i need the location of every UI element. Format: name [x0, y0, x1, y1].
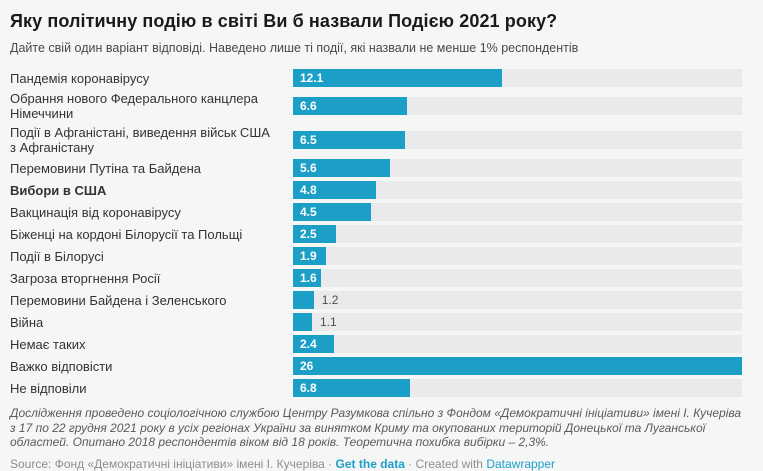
chart-row: Події в Білорусі 1.9 [10, 247, 742, 265]
bar-track: 6.5 [293, 131, 742, 149]
bar-track: 5.6 [293, 159, 742, 177]
bar-track: 2.5 [293, 225, 742, 243]
category-label: Обрання нового Федерального канцлера Нім… [10, 91, 258, 121]
chart-subtitle: Дайте свій один варіант відповіді. Навед… [10, 41, 579, 55]
chart-notes: Дослідження проведено соціологічною служ… [10, 406, 742, 449]
bar-track: 2.4 [293, 335, 742, 353]
value-label: 1.2 [321, 293, 339, 307]
value-label: 6.6 [300, 99, 317, 113]
chart-row: Загроза вторгнення Росії 1.6 [10, 269, 742, 287]
chart-row: Події в Афганістані, виведення військ СШ… [10, 125, 742, 155]
bar-track: 6.8 [293, 379, 742, 397]
source-name: Фонд «Демократичні ініціативи» імені І. … [54, 456, 325, 471]
category-label: Події в Білорусі [10, 248, 104, 264]
category-label: Війна [10, 314, 44, 330]
category-label: Не відповіли [10, 380, 87, 396]
chart-row: Пандемія коронавірусу 12.1 [10, 69, 742, 87]
bar: 2.5 [293, 225, 337, 243]
category-label: Важко відповісти [10, 358, 113, 374]
bar-track: 4.8 [293, 181, 742, 199]
chart-row: Обрання нового Федерального канцлера Нім… [10, 91, 742, 121]
value-label: 4.5 [300, 205, 317, 219]
value-label: 1.6 [300, 271, 317, 285]
separator-dot: · [328, 456, 333, 471]
value-label: 5.6 [300, 161, 317, 175]
bar: 1.6 [293, 269, 321, 287]
value-label: 2.5 [300, 227, 317, 241]
get-the-data-link[interactable]: Get the data [335, 456, 405, 471]
category-label: Загроза вторгнення Росії [10, 270, 161, 286]
chart-row: Війна 1.1 [10, 313, 742, 331]
category-label: Біженці на кордоні Білорусії та Польщі [10, 226, 243, 242]
value-label: 6.5 [300, 133, 317, 147]
bar [293, 313, 312, 331]
created-with-label: Created with [415, 456, 483, 471]
source-label: Source: [10, 456, 52, 471]
category-label: Перемовини Байдена і Зеленського [10, 292, 227, 308]
bar-track: 1.1 [293, 313, 742, 331]
bar-track: 12.1 [293, 69, 742, 87]
value-label: 12.1 [300, 71, 324, 85]
bar-track: 26 [293, 357, 742, 375]
chart-row: Немає таких 2.4 [10, 335, 742, 353]
bar-track: 1.2 [293, 291, 742, 309]
value-label: 1.1 [319, 315, 337, 329]
bar: 5.6 [293, 159, 390, 177]
category-label: Немає таких [10, 336, 86, 352]
bar: 12.1 [293, 69, 502, 87]
chart-byline: Source: Фонд «Демократичні ініціативи» і… [10, 457, 742, 471]
datawrapper-link[interactable]: Datawrapper [486, 456, 556, 471]
bar-track: 4.5 [293, 203, 742, 221]
value-label: 26 [300, 359, 314, 373]
value-label: 1.9 [300, 249, 317, 263]
chart-row: Не відповіли 6.8 [10, 379, 742, 397]
chart-row: Біженці на кордоні Білорусії та Польщі 2.… [10, 225, 742, 243]
bar: 6.8 [293, 379, 411, 397]
bar: 2.4 [293, 335, 335, 353]
bar [293, 291, 314, 309]
bar: 4.8 [293, 181, 376, 199]
chart-title: Яку політичну подію в світі Ви б назвали… [10, 11, 558, 31]
bar: 6.5 [293, 131, 406, 149]
category-label: Вакцинація від коронавірусу [10, 204, 181, 220]
category-label: Пандемія коронавірусу [10, 70, 150, 86]
chart-row: Перемовини Путіна та Байдена 5.6 [10, 159, 742, 177]
bar-track: 1.9 [293, 247, 742, 265]
bar-chart: Пандемія коронавірусу 12.1 Обрання нового … [10, 69, 742, 397]
value-label: 6.8 [300, 381, 317, 395]
bar: 1.9 [293, 247, 326, 265]
chart-row: Вибори в США 4.8 [10, 181, 742, 199]
category-label: Вибори в США [10, 182, 107, 198]
category-label: Події в Афганістані, виведення військ СШ… [10, 125, 270, 155]
chart-row: Перемовини Байдена і Зеленського 1.2 [10, 291, 742, 309]
bar: 26 [293, 357, 742, 375]
category-label: Перемовини Путіна та Байдена [10, 160, 202, 176]
separator-dot: · [408, 456, 413, 471]
bar-track: 1.6 [293, 269, 742, 287]
bar-track: 6.6 [293, 97, 742, 115]
chart-row: Важко відповісти 26 [10, 357, 742, 375]
chart-row: Вакцинація від коронавірусу 4.5 [10, 203, 742, 221]
bar: 6.6 [293, 97, 407, 115]
value-label: 4.8 [300, 183, 317, 197]
bar: 4.5 [293, 203, 371, 221]
value-label: 2.4 [300, 337, 317, 351]
